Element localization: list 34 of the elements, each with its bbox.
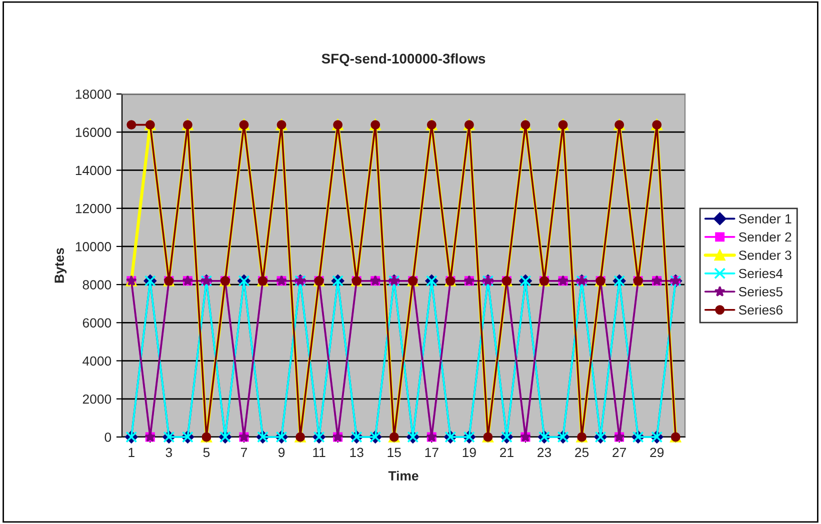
x-tick-label: 17 xyxy=(425,448,438,457)
y-axis-title: Bytes xyxy=(54,248,67,283)
x-tick-label: 1 xyxy=(128,448,134,457)
x-tick-label: 29 xyxy=(650,448,664,458)
x-tick-label: 7 xyxy=(240,448,247,457)
y-tick-label: 2000 xyxy=(82,394,112,404)
y-tick-label: 8000 xyxy=(82,280,112,290)
x-tick-label: 15 xyxy=(388,448,401,458)
legend-label: Series4 xyxy=(738,268,783,278)
legend-label: Sender 1 xyxy=(738,214,792,224)
y-tick-label: 4000 xyxy=(82,356,112,366)
x-tick-label: 19 xyxy=(462,448,476,458)
y-tick-label: 12000 xyxy=(76,204,112,214)
y-tick-label: 10000 xyxy=(76,242,112,252)
x-tick-label: 23 xyxy=(538,448,552,458)
x-tick-label: 9 xyxy=(278,448,285,458)
chart-title: SFQ-send-100000-3flows xyxy=(322,53,486,66)
x-tick-label: 11 xyxy=(313,448,326,457)
x-tick-label: 25 xyxy=(575,448,589,458)
x-tick-label: 5 xyxy=(203,448,210,458)
x-tick-label: 3 xyxy=(166,448,172,458)
y-tick-label: 14000 xyxy=(76,166,112,176)
y-tick-label: 18000 xyxy=(76,90,112,99)
x-tick-label: 21 xyxy=(500,448,514,457)
y-tick-label: 16000 xyxy=(76,128,112,138)
legend-label: Sender 2 xyxy=(738,232,792,242)
legend-label: Series6 xyxy=(738,304,782,315)
legend-label: Sender 3 xyxy=(738,250,792,260)
legend-label: Series5 xyxy=(738,286,782,296)
y-tick-label: 6000 xyxy=(82,318,112,328)
x-tick-label: 13 xyxy=(350,448,364,458)
x-tick-label: 27 xyxy=(612,448,626,457)
x-axis-title: Time xyxy=(388,470,418,481)
y-tick-label: 0 xyxy=(104,432,112,442)
